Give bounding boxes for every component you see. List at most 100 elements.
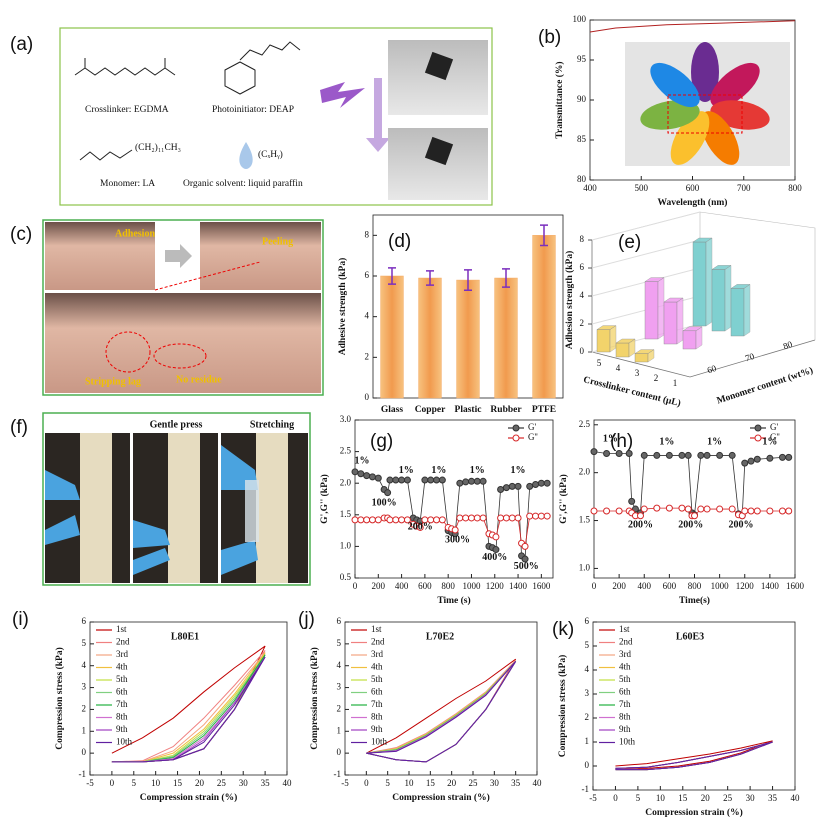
legend-label: 1st [371,624,382,634]
panel-b-photo [625,42,790,166]
chart-title: L60E3 [676,631,704,642]
y-tick-label: 0 [585,760,590,770]
y-axis-label: G',G'' (kPa) [558,474,569,524]
legend-label: 7th [619,699,631,709]
point [625,450,633,458]
x-tick-label: 10 [656,793,666,803]
legend-label: 8th [619,712,631,722]
y-tick-label: 60 [706,363,718,376]
x-tick-label: 10 [405,778,415,788]
annotation: 300% [445,534,470,545]
point [526,512,534,520]
x-tick-label: 25 [723,793,733,803]
photo [200,222,321,290]
y-tick-label: 1 [337,725,342,735]
point [479,477,487,485]
point [697,505,705,513]
x-tick-label: Plastic [455,405,482,415]
point [665,451,673,459]
point [357,516,365,524]
label: No residue [176,374,222,385]
legend-label: 2nd [371,637,385,647]
point [357,470,365,478]
point [741,459,749,467]
legend-label: G'' [528,432,538,442]
error-bar [464,269,472,291]
annotation: 500% [514,561,539,572]
legend-label: 3rd [619,649,631,659]
legend-label: 2nd [619,637,633,647]
annotation: 100% [372,498,397,509]
x-tick-label: 0 [353,581,358,591]
x-axis-label: Compression strain (%) [392,792,489,803]
y-tick-label: 1.5 [340,509,352,519]
bar-top [615,338,636,344]
y-tick-label: 1 [82,725,87,735]
point [508,482,516,490]
vial-cap [424,51,454,81]
legend-label: 5th [371,674,383,684]
y-tick-label: 4 [82,660,87,670]
y-tick-label: 5 [585,640,590,650]
x-tick-label: 5 [132,778,137,788]
legend-label: 10th [371,737,388,747]
point [753,507,761,515]
z-axis-label: Adhesion strength (kPa) [564,251,575,350]
point [363,516,371,524]
x-tick-label: 30 [490,778,500,788]
legend-label: 3rd [371,649,383,659]
point [766,507,774,515]
annotation: 200% [408,522,433,533]
series-line [366,661,517,763]
legend-label: 5th [116,674,128,684]
point [392,476,400,484]
y-tick-label: 6 [585,616,590,626]
z-tick-label: 6 [580,262,585,272]
point [543,479,551,487]
x-tick-label: 35 [768,793,778,803]
label: Monomer: LA [100,179,155,189]
point [386,516,394,524]
x-tick-label: -5 [589,793,597,803]
label: Gentle press [150,419,203,430]
annotation: 1% [399,465,414,476]
label: Adhesion [115,228,155,239]
y-tick-label: 1.0 [579,562,591,572]
point [653,504,661,512]
x-tick-label: 10 [151,778,161,788]
x-tick-label: 4 [616,363,621,373]
bar-top [730,284,751,289]
x-tick-label: 15 [426,778,436,788]
point [537,479,545,487]
bar-side [743,284,751,337]
light-icon [320,82,365,108]
y-tick-label: 4 [585,664,590,674]
point [416,523,424,531]
y-tick-label: 2.0 [340,477,352,487]
legend-marker [754,424,762,432]
point [747,457,755,465]
panel-f: (f) Gentle press Stretching [10,412,311,586]
x-tick-label: 0 [613,793,618,803]
bar-side [676,297,684,345]
point [728,451,736,459]
series-line [111,656,266,763]
point [473,477,481,485]
arrow [366,78,390,152]
series-line [366,661,517,763]
bar-top [663,297,684,303]
petal [640,100,700,130]
error-bar [540,224,548,247]
x-axis-label: Compression strain (%) [645,807,742,818]
x-tick-label: 2 [654,373,659,383]
y-tick-label: 0 [365,392,370,402]
point [456,514,464,522]
arrow [165,244,192,268]
x-tick-label: 0 [110,778,115,788]
annotation: 1% [470,465,485,476]
glove [221,445,258,575]
x-tick-label: 400 [583,183,597,193]
structure-la [79,149,133,161]
point [785,453,793,461]
